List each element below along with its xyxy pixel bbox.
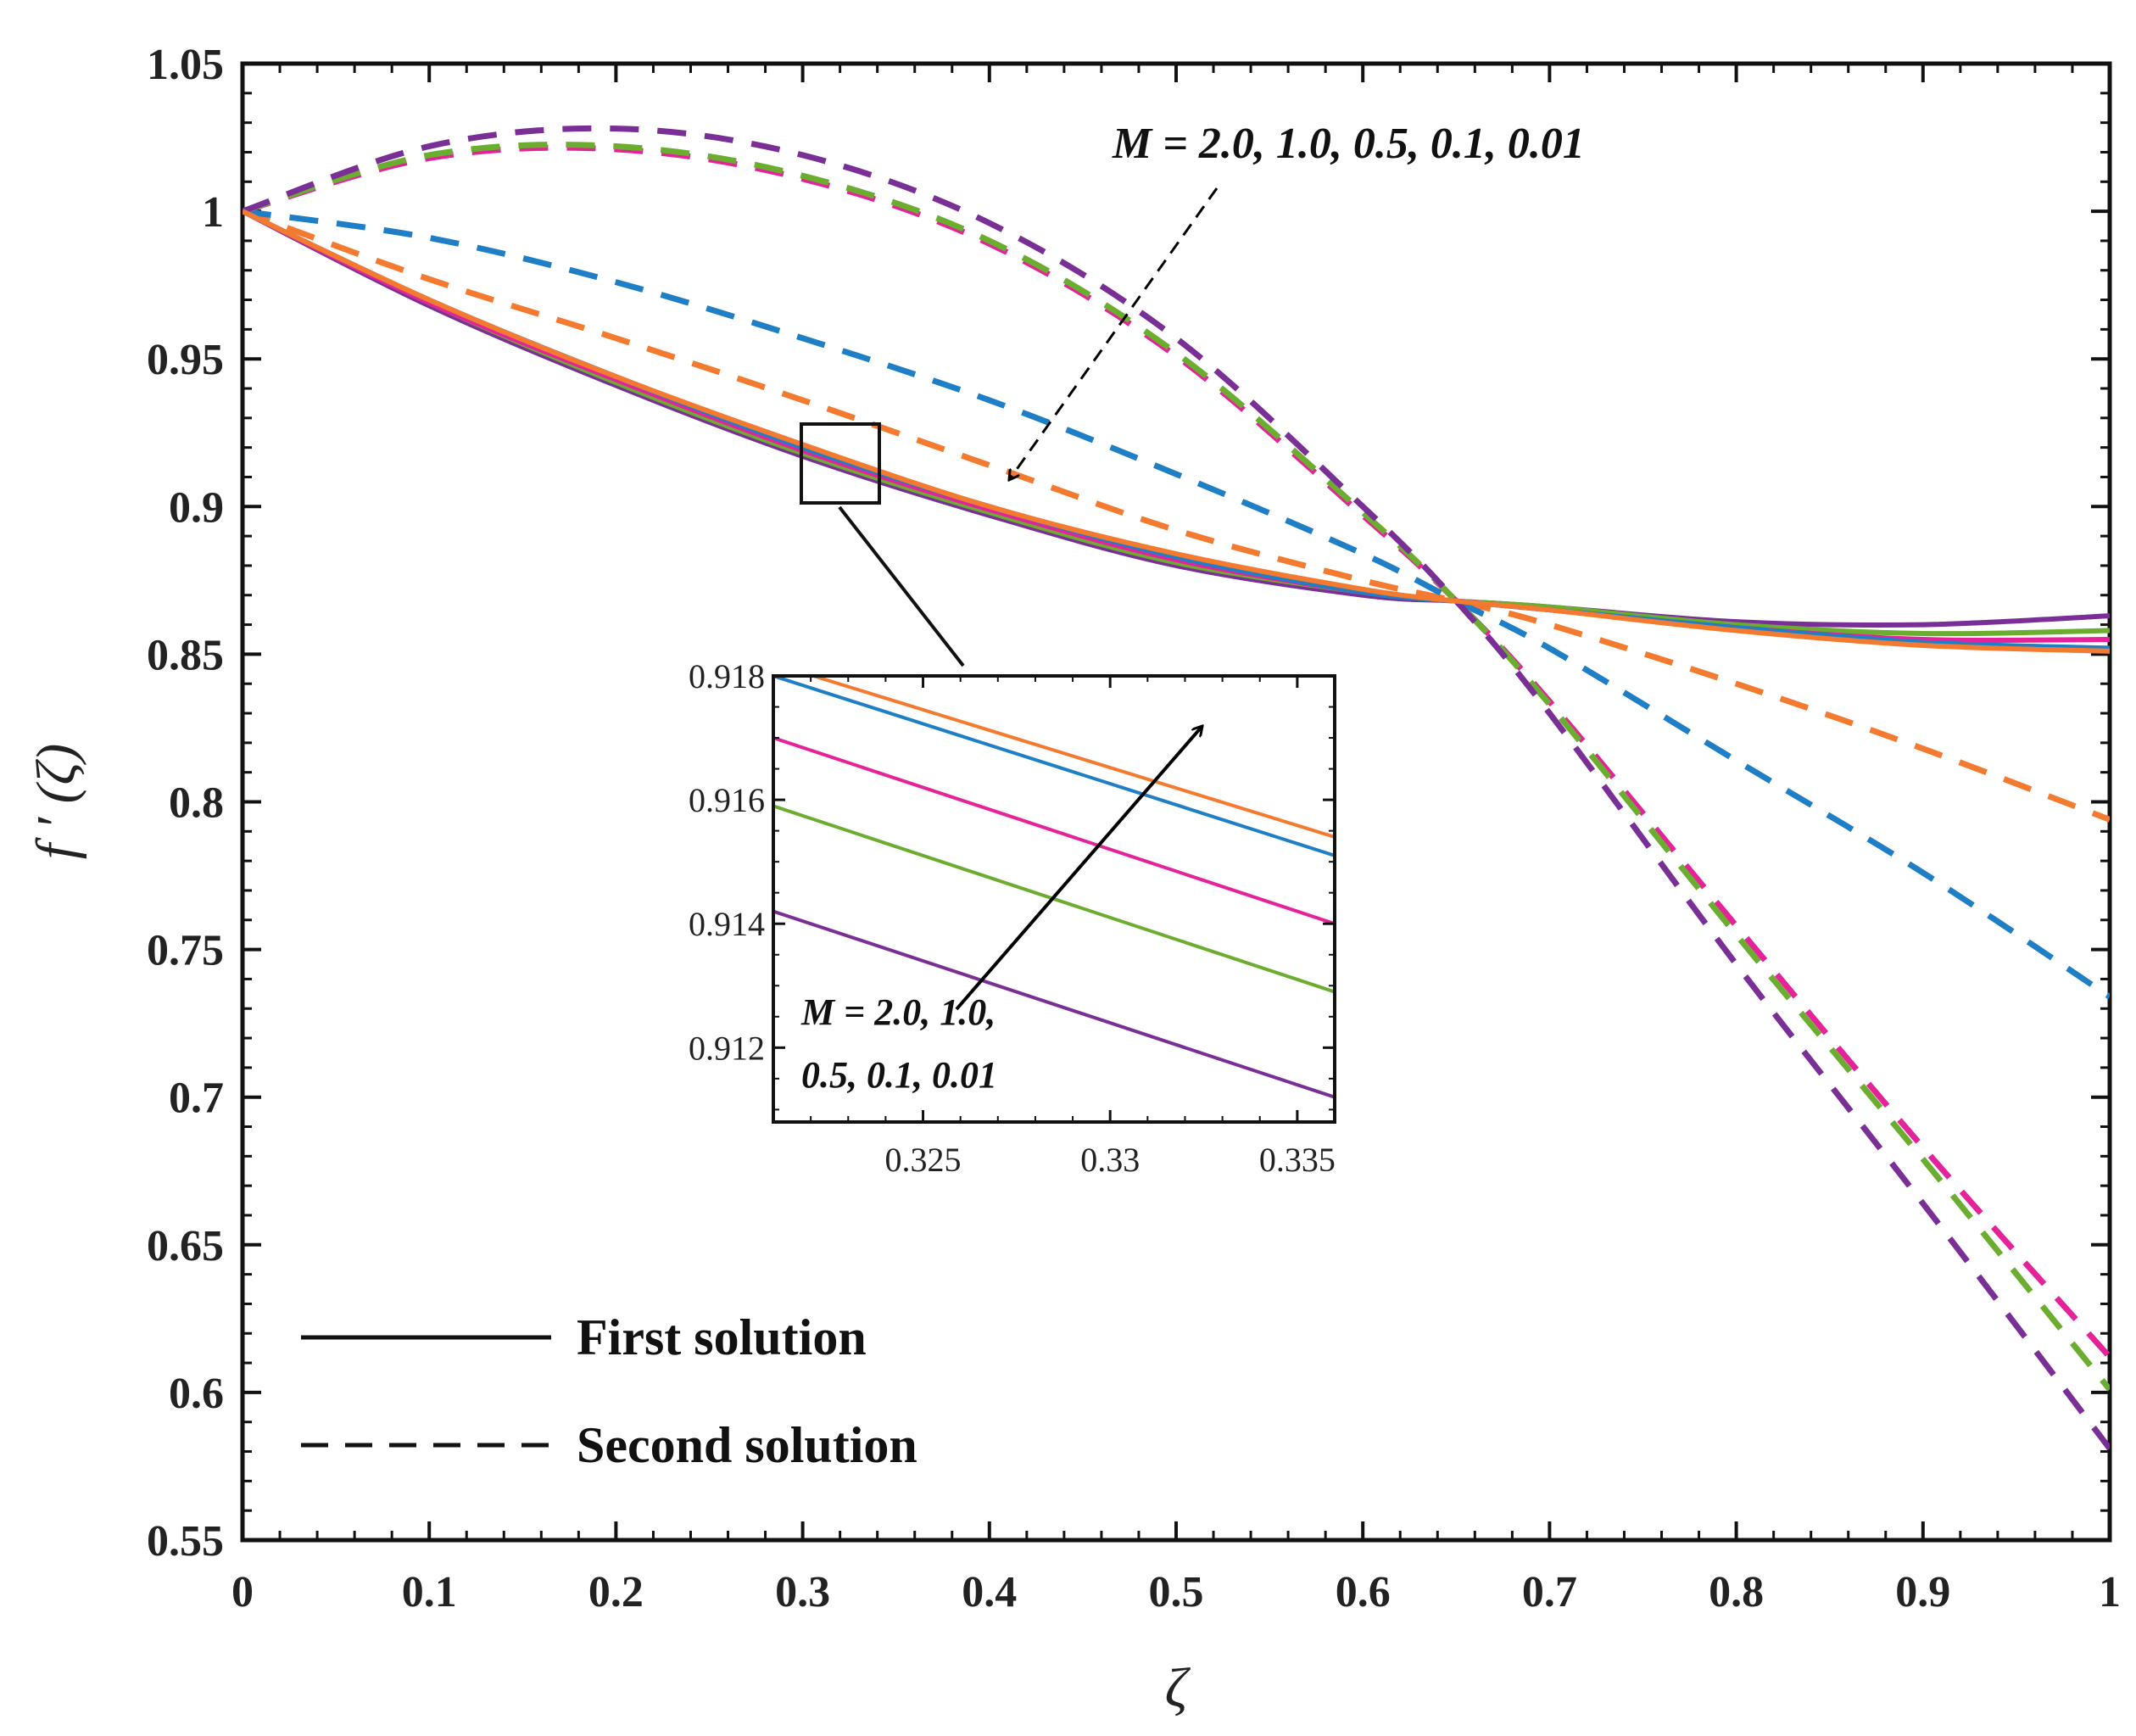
y-tick-label: 0.9 xyxy=(169,483,224,532)
y-tick-label: 1 xyxy=(202,188,224,237)
x-tick-label: 0.7 xyxy=(1522,1568,1577,1616)
x-tick-label: 0 xyxy=(231,1568,254,1616)
inset-annotation-arrow xyxy=(955,726,1202,1011)
x-tick-label: 0.3 xyxy=(775,1568,830,1616)
zoom-connector xyxy=(838,505,965,667)
main-ticks xyxy=(241,62,2111,1542)
second-solution-line-1 xyxy=(243,208,2110,1000)
x-tick-label: 0.2 xyxy=(588,1568,644,1616)
first-solution-line-2 xyxy=(243,209,2110,644)
first-solution-line-1 xyxy=(243,209,2110,651)
inset-annotation-line2: 0.5, 0.1, 0.01 xyxy=(801,1054,997,1096)
inset-frame xyxy=(772,674,1336,1124)
x-tick-label: 0.8 xyxy=(1709,1568,1764,1616)
inset-tick-labels: 0.325 0.33 0.335 0.912 0.914 0.916 0.918 xyxy=(689,657,1336,1179)
first-solution-line-4 xyxy=(243,209,2110,628)
second-solution-line-4 xyxy=(243,125,2110,1451)
inset-line-2 xyxy=(773,736,1335,926)
inset-line-1 xyxy=(773,676,1335,857)
y-tick-label: 0.8 xyxy=(169,779,224,828)
main-annotation-arrow xyxy=(1009,187,1219,480)
first-solution-line-3 xyxy=(243,209,2110,637)
inset-x-tick-label: 0.33 xyxy=(1080,1141,1140,1179)
x-tick-label: 0.6 xyxy=(1336,1568,1391,1616)
legend-second-label: Second solution xyxy=(577,1417,917,1473)
y-tick-label: 1.05 xyxy=(147,41,224,89)
x-tick-label: 1 xyxy=(2099,1568,2121,1616)
first-solution-line-0 xyxy=(243,209,2110,654)
main-annotation: M = 2.0, 1.0, 0.5, 0.1, 0.01 xyxy=(1112,120,1585,168)
inset-x-tick-label: 0.335 xyxy=(1259,1141,1336,1179)
inset-line-4 xyxy=(773,909,1335,1099)
inset-annotation-line1: M = 2.0, 1.0, xyxy=(800,991,995,1033)
x-axis-title: ζ xyxy=(1165,1657,1191,1719)
inset-ticks xyxy=(773,674,1335,1122)
y-tick-label: 0.85 xyxy=(147,631,224,679)
second-solution-line-0 xyxy=(243,208,2110,823)
x-tick-label: 0.9 xyxy=(1895,1568,1950,1616)
inset-line-0 xyxy=(807,676,1335,839)
y-tick-label: 0.95 xyxy=(147,336,224,384)
main-tick-labels: 0 0.1 0.2 0.3 0.4 0.5 0.6 0.7 0.8 0.9 1 0.55 0.6 0.65… xyxy=(147,41,2121,1616)
legend-first-label: First solution xyxy=(577,1309,867,1365)
y-tick-label: 0.65 xyxy=(147,1222,224,1270)
legend: First solution Second solution xyxy=(301,1309,917,1473)
inset-y-tick-label: 0.912 xyxy=(689,1029,765,1067)
y-tick-label: 0.75 xyxy=(147,927,224,975)
y-tick-label: 0.55 xyxy=(147,1517,224,1566)
main-series xyxy=(243,125,2110,1451)
y-axis-title: f ′ (ζ) xyxy=(25,744,87,859)
inset-x-tick-label: 0.325 xyxy=(885,1141,962,1179)
y-tick-label: 0.6 xyxy=(169,1370,224,1418)
x-tick-label: 0.5 xyxy=(1149,1568,1204,1616)
zoom-box xyxy=(800,422,881,505)
inset-y-tick-label: 0.914 xyxy=(689,905,765,943)
x-tick-label: 0.1 xyxy=(402,1568,457,1616)
x-tick-label: 0.4 xyxy=(962,1568,1017,1616)
inset-y-tick-label: 0.918 xyxy=(689,657,765,695)
inset-y-tick-label: 0.916 xyxy=(689,781,765,819)
y-tick-label: 0.7 xyxy=(169,1075,224,1123)
second-solution-line-3 xyxy=(243,142,2110,1392)
